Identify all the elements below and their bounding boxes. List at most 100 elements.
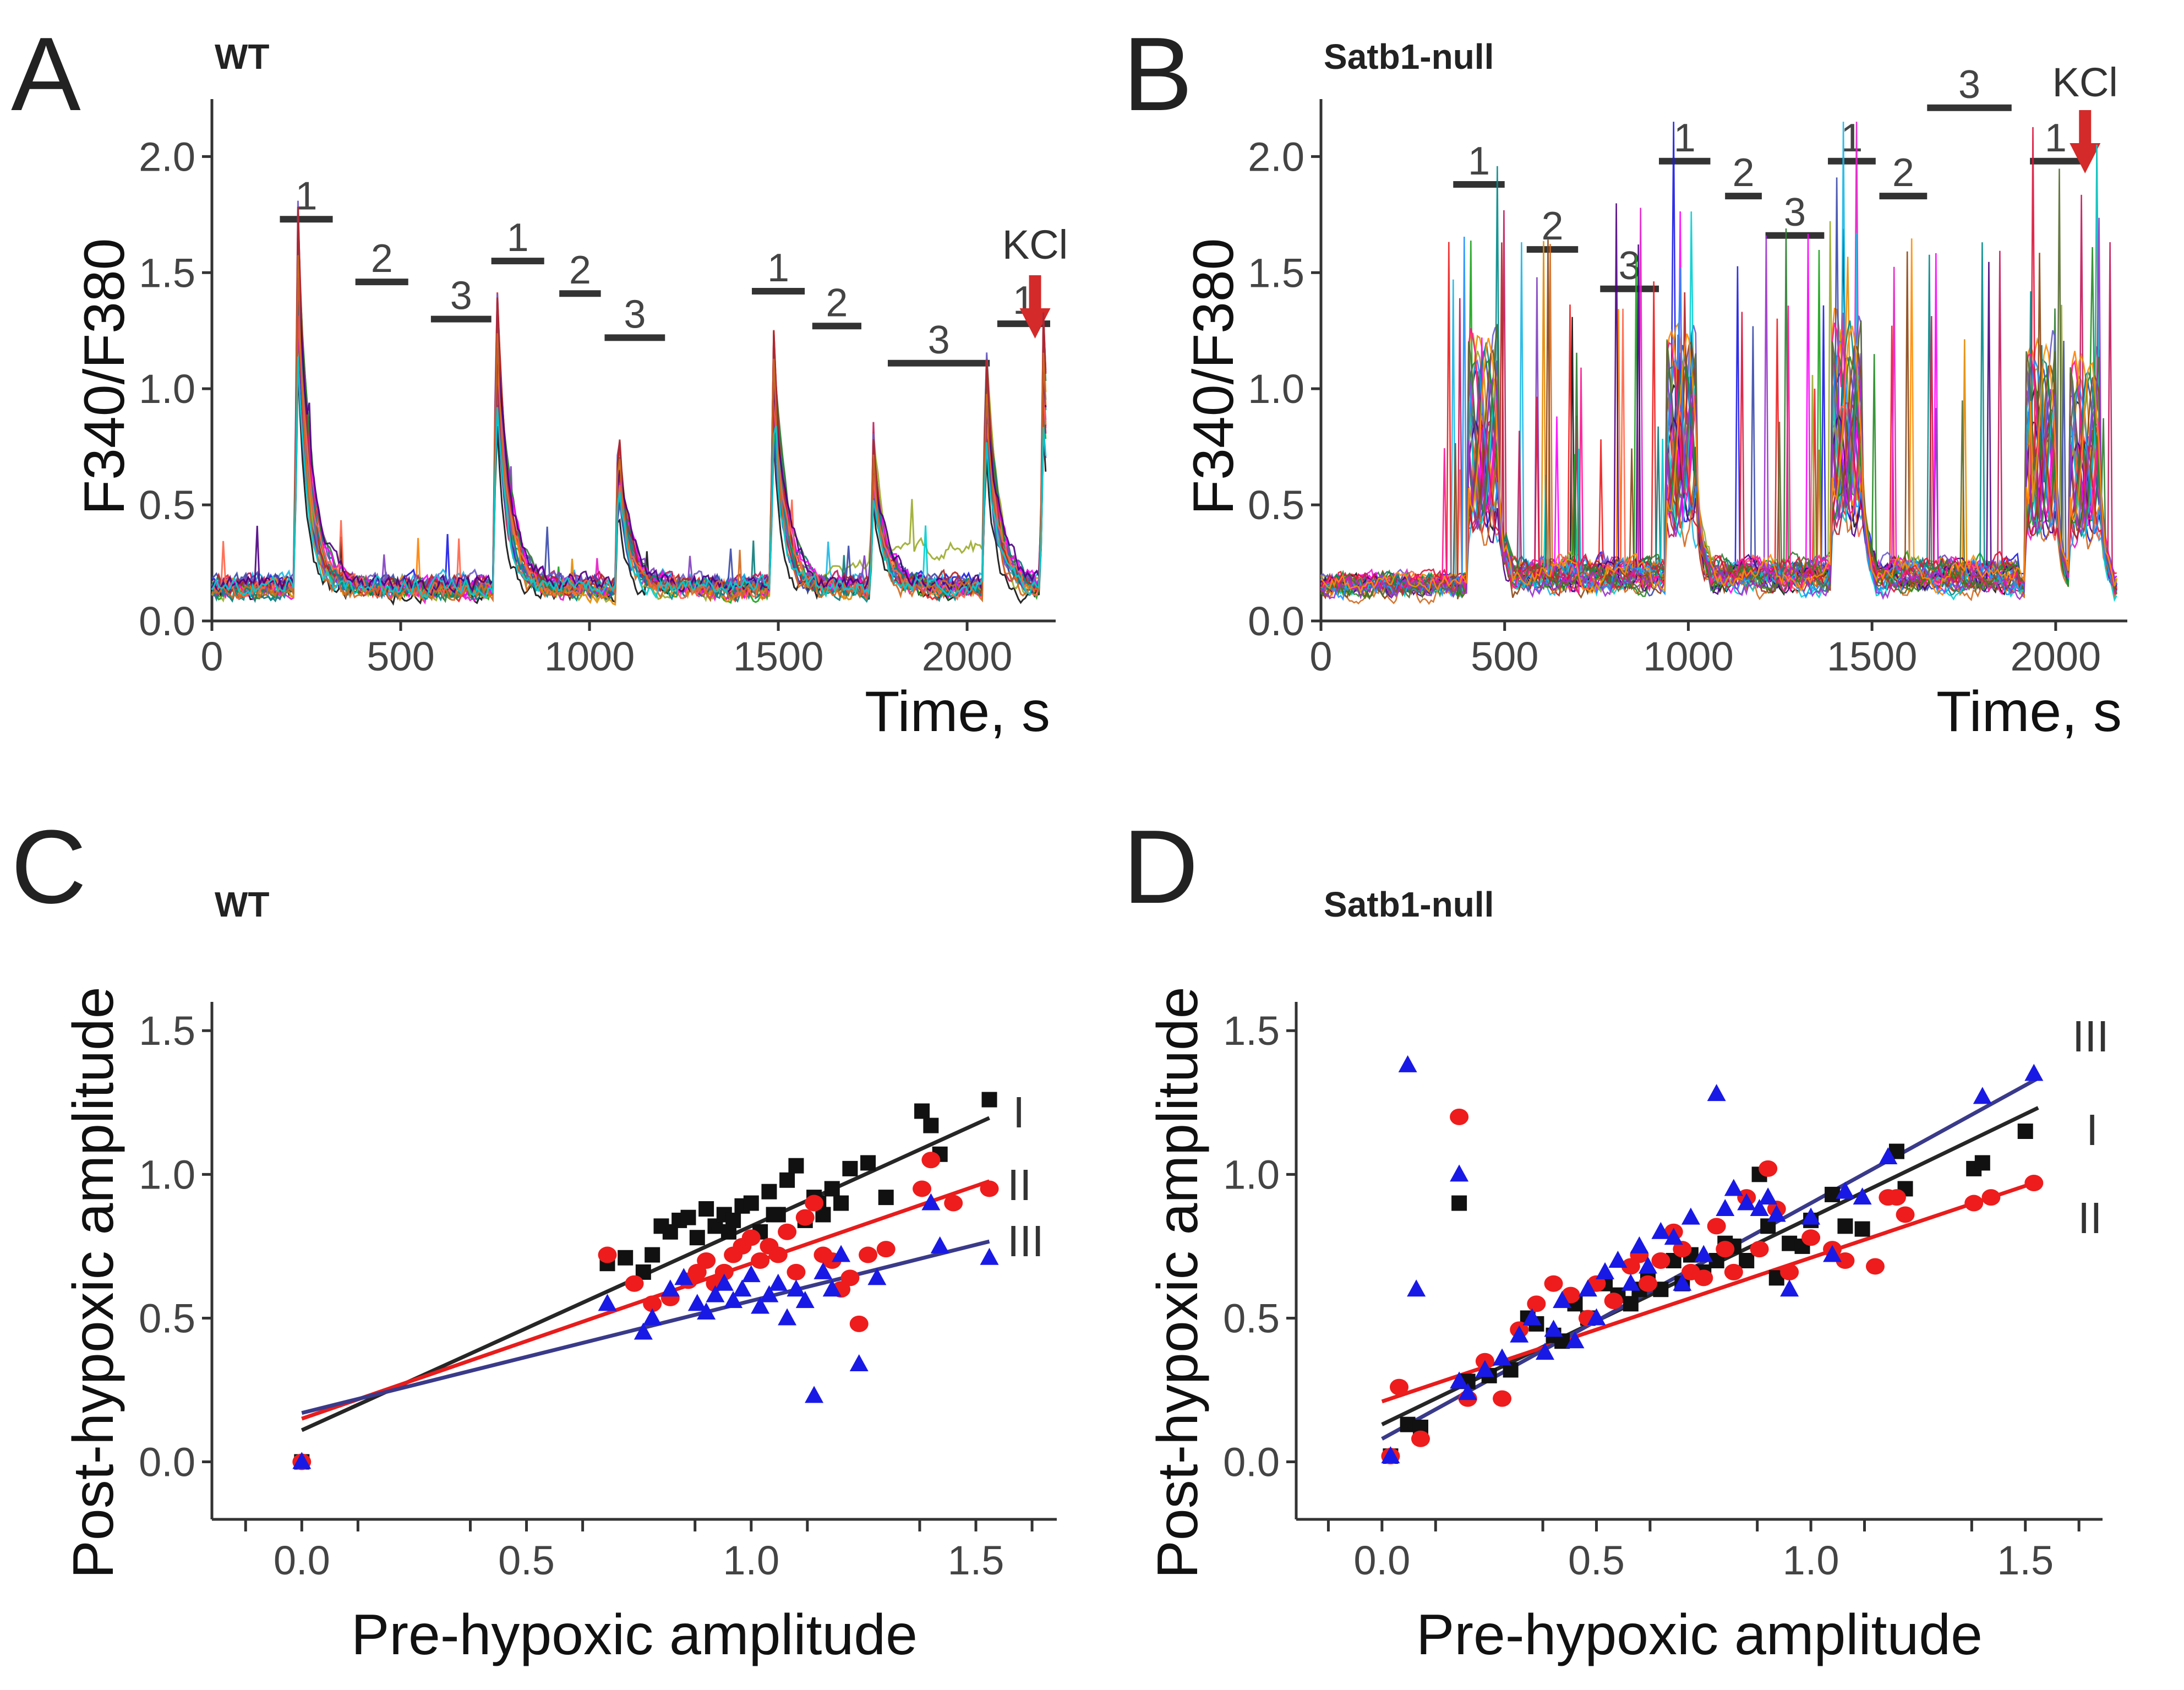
stimulus-label: 2 — [1892, 151, 1914, 195]
stimulus-label: 2 — [1733, 151, 1755, 195]
data-point-square — [689, 1230, 705, 1246]
stimulus-label: 1 — [507, 216, 529, 260]
data-point-circle — [625, 1275, 644, 1292]
data-point-triangle — [643, 1308, 662, 1326]
panel-letter-c: C — [11, 809, 86, 925]
trace-line — [211, 299, 1047, 599]
trace-line — [1320, 247, 2117, 599]
panel-b-title: Satb1-null — [1324, 37, 1494, 77]
data-point-circle — [1865, 1258, 1885, 1275]
data-point-triangle — [1630, 1236, 1649, 1253]
fit-line-label: I — [2086, 1105, 2098, 1154]
x-tick-label: 0.0 — [1353, 1538, 1410, 1583]
data-point-square — [653, 1218, 669, 1234]
data-point-triangle — [768, 1273, 788, 1291]
data-point-circle — [1759, 1160, 1778, 1177]
data-point-circle — [1716, 1241, 1735, 1258]
data-point-triangle — [1450, 1371, 1469, 1389]
data-point-triangle — [1475, 1360, 1494, 1377]
data-point-triangle — [1823, 1245, 1842, 1262]
data-point-triangle — [1651, 1222, 1670, 1239]
data-point-circle — [714, 1263, 734, 1280]
data-point-triangle — [805, 1386, 824, 1403]
data-point-circle — [1964, 1195, 1984, 1212]
data-point-triangle — [921, 1193, 941, 1211]
data-point-triangle — [787, 1279, 806, 1297]
x-axis-title: Pre-hypoxic amplitude — [1416, 1603, 1983, 1667]
stimulus-label: 3 — [1784, 190, 1806, 235]
y-tick-label: 1.0 — [1248, 366, 1304, 412]
data-point-circle — [849, 1315, 869, 1332]
kcl-label: KCl — [1002, 222, 1068, 268]
x-axis-title: Time, s — [865, 680, 1050, 744]
data-point-circle — [1411, 1430, 1430, 1447]
stimulus-label: 3 — [1619, 244, 1641, 288]
data-point-triangle — [1381, 1446, 1400, 1464]
data-point-square — [698, 1201, 714, 1217]
data-point-triangle — [1973, 1087, 1992, 1104]
data-point-circle — [1638, 1275, 1657, 1292]
data-point-triangle — [778, 1308, 797, 1326]
x-tick-label: 0 — [200, 634, 223, 679]
data-point-triangle — [1578, 1279, 1597, 1297]
trace-line — [1320, 238, 2117, 594]
data-point-circle — [1694, 1269, 1713, 1286]
x-axis-title: Time, s — [1936, 680, 2122, 744]
stimulus-label: 2 — [826, 281, 848, 325]
data-point-triangle — [724, 1291, 743, 1309]
data-point-triangle — [1780, 1279, 1799, 1297]
data-point-triangle — [2024, 1064, 2044, 1081]
data-point-square — [779, 1172, 795, 1188]
data-point-triangle — [1673, 1273, 1692, 1291]
data-point-circle — [1981, 1189, 2001, 1206]
data-point-square — [618, 1250, 634, 1266]
data-point-triangle — [1664, 1228, 1683, 1245]
data-point-triangle — [813, 1262, 833, 1279]
data-point-triangle — [714, 1273, 734, 1291]
stimulus-label: 3 — [450, 274, 472, 318]
data-point-square — [1400, 1416, 1416, 1432]
data-point-circle — [1707, 1218, 1726, 1235]
data-point-triangle — [634, 1322, 653, 1340]
y-tick-label: 1.0 — [139, 1152, 195, 1197]
data-point-circle — [741, 1229, 761, 1246]
data-point-triangle — [1535, 1343, 1554, 1360]
data-point-square — [1451, 1195, 1467, 1211]
y-tick-label: 0.0 — [1248, 598, 1304, 644]
y-tick-label: 0.0 — [139, 1440, 195, 1485]
x-axis-title: Pre-hypoxic amplitude — [351, 1603, 918, 1667]
data-point-triangle — [674, 1268, 694, 1285]
panel-b: B Satb1-null 0.0 0.5 1.0 1.5 2.0 0 500 1000 1500… — [1123, 16, 2127, 744]
data-point-circle — [1544, 1275, 1563, 1292]
data-point-triangle — [1801, 1207, 1821, 1225]
data-point-triangle — [1398, 1055, 1417, 1072]
stimulus-label: 3 — [928, 318, 950, 362]
data-point-square — [2017, 1124, 2033, 1139]
y-tick-label: 0.0 — [139, 598, 195, 644]
data-point-triangle — [1759, 1187, 1778, 1205]
panel-c-title: WT — [215, 885, 270, 924]
data-point-triangle — [1716, 1199, 1735, 1216]
data-point-square — [1782, 1235, 1798, 1251]
data-point-circle — [687, 1263, 707, 1280]
data-point-circle — [1493, 1390, 1512, 1407]
x-tick-label: 1500 — [733, 634, 824, 679]
data-point-circle — [795, 1209, 815, 1226]
x-tick-label: 1500 — [1827, 634, 1918, 679]
data-point-circle — [598, 1246, 617, 1263]
data-point-circle — [787, 1263, 806, 1280]
data-point-square — [914, 1103, 930, 1119]
trace-line — [1320, 236, 2117, 601]
data-point-triangle — [930, 1236, 949, 1253]
data-point-circle — [768, 1246, 788, 1263]
x-tick-label: 1000 — [544, 634, 635, 679]
fit-line-label: I — [1013, 1088, 1025, 1137]
data-point-circle — [980, 1180, 999, 1197]
data-point-square — [1623, 1296, 1639, 1312]
data-point-triangle — [867, 1268, 887, 1285]
x-tick-label: 500 — [367, 634, 434, 679]
data-point-triangle — [1522, 1308, 1542, 1326]
panel-d: D Satb1-null 0.0 0.5 1.0 1.5 0.0 0.5 1.0 1.5 Pre… — [1123, 809, 2109, 1667]
data-point-circle — [1801, 1229, 1821, 1246]
